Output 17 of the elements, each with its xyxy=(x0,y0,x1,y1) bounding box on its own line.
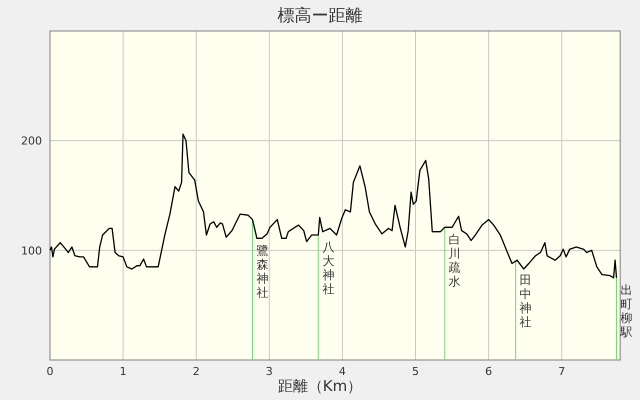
x-tick-label: 4 xyxy=(338,365,346,378)
x-tick-label: 5 xyxy=(412,365,419,378)
y-tick-label: 200 xyxy=(21,134,42,148)
x-tick-label: 2 xyxy=(192,365,200,378)
ref-line-label: 白川疏水 xyxy=(448,232,461,288)
ref-line-label: 鷺森神社 xyxy=(256,243,268,300)
x-axis-title: 距離（Km） xyxy=(278,377,362,395)
x-tick-label: 0 xyxy=(46,365,54,378)
chart-title: 標高ー距離 xyxy=(278,6,362,26)
ref-line-label: 田中神社 xyxy=(520,273,532,329)
x-tick-label: 6 xyxy=(485,365,492,378)
x-tick-label: 3 xyxy=(266,365,273,378)
ref-line-label: 出町柳駅 xyxy=(620,282,633,339)
y-tick-label: 100 xyxy=(21,244,42,258)
x-tick-label: 1 xyxy=(120,365,127,378)
x-tick-label: 7 xyxy=(558,365,566,378)
ref-line-label: 八大神社 xyxy=(322,240,334,296)
